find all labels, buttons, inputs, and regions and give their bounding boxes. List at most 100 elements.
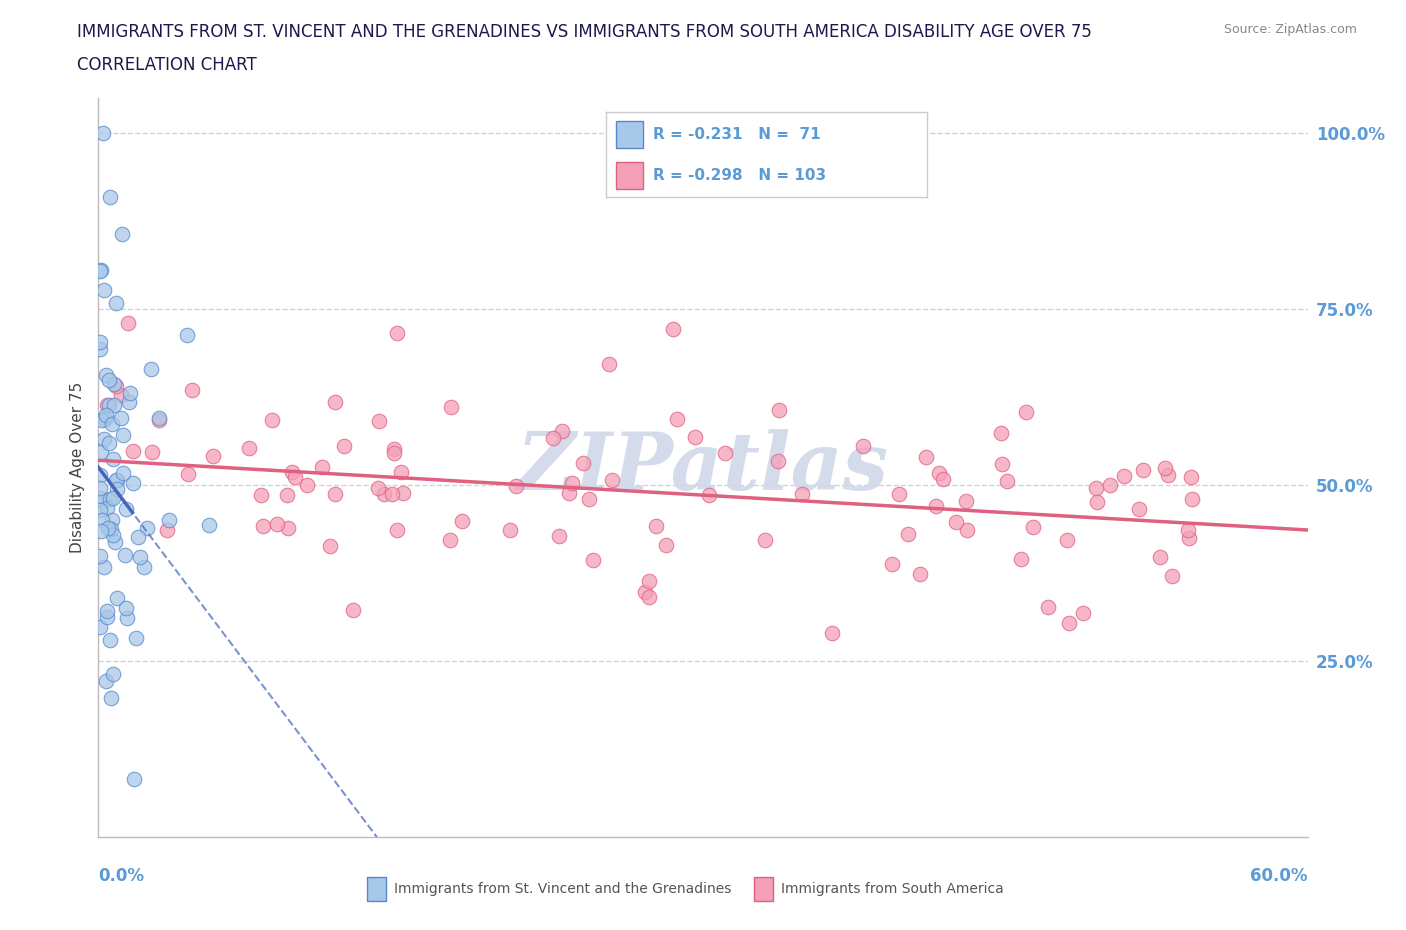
Point bbox=[96, 501, 118, 516]
Point bbox=[136, 521, 159, 536]
Point bbox=[1177, 523, 1199, 538]
Point bbox=[96, 604, 118, 618]
Point bbox=[561, 475, 583, 490]
Point bbox=[148, 413, 170, 428]
Point bbox=[117, 316, 139, 331]
Point bbox=[1015, 405, 1038, 419]
Point bbox=[125, 631, 148, 645]
Point bbox=[148, 410, 170, 425]
Point bbox=[548, 529, 571, 544]
Point bbox=[713, 445, 735, 460]
Point bbox=[852, 439, 875, 454]
Point bbox=[323, 394, 346, 409]
Text: 60.0%: 60.0% bbox=[1250, 867, 1308, 884]
Point bbox=[1084, 481, 1107, 496]
Point bbox=[101, 417, 124, 432]
Point bbox=[451, 513, 474, 528]
Point bbox=[176, 467, 198, 482]
Point bbox=[114, 548, 136, 563]
Point bbox=[1073, 605, 1095, 620]
Text: Immigrants from St. Vincent and the Grenadines: Immigrants from St. Vincent and the Gren… bbox=[394, 882, 731, 897]
Point bbox=[94, 412, 117, 427]
Point bbox=[1160, 568, 1182, 583]
Point bbox=[94, 408, 117, 423]
Point bbox=[381, 486, 404, 501]
Point bbox=[925, 498, 948, 513]
Point bbox=[389, 465, 412, 480]
Point bbox=[105, 482, 128, 497]
Text: Source: ZipAtlas.com: Source: ZipAtlas.com bbox=[1223, 23, 1357, 36]
Point bbox=[98, 398, 121, 413]
Point bbox=[1180, 470, 1202, 485]
Y-axis label: Disability Age Over 75: Disability Age Over 75 bbox=[69, 381, 84, 553]
Point bbox=[572, 456, 595, 471]
Bar bbox=[367, 877, 387, 901]
Point bbox=[439, 533, 461, 548]
Text: IMMIGRANTS FROM ST. VINCENT AND THE GRENADINES VS IMMIGRANTS FROM SOUTH AMERICA : IMMIGRANTS FROM ST. VINCENT AND THE GREN… bbox=[77, 23, 1092, 41]
Point bbox=[90, 524, 112, 538]
Point bbox=[104, 534, 127, 549]
Point bbox=[295, 478, 318, 493]
Point bbox=[98, 190, 121, 205]
Point bbox=[105, 472, 128, 487]
Point bbox=[897, 526, 920, 541]
Point bbox=[1157, 468, 1180, 483]
Point bbox=[332, 438, 354, 453]
Point bbox=[1010, 551, 1032, 566]
Point bbox=[550, 423, 572, 438]
Point bbox=[90, 262, 112, 277]
Point bbox=[90, 445, 112, 459]
Point bbox=[93, 432, 115, 446]
Text: Immigrants from South America: Immigrants from South America bbox=[780, 882, 1004, 897]
Point bbox=[101, 528, 124, 543]
Point bbox=[98, 436, 121, 451]
Point bbox=[89, 334, 111, 349]
Point bbox=[96, 367, 118, 382]
Point bbox=[768, 453, 790, 468]
Point bbox=[91, 126, 114, 140]
Point bbox=[932, 472, 955, 486]
Point bbox=[311, 459, 333, 474]
Point bbox=[382, 441, 405, 456]
Point bbox=[127, 530, 149, 545]
Point bbox=[1021, 520, 1043, 535]
Point bbox=[281, 464, 304, 479]
Point bbox=[104, 472, 127, 487]
Point bbox=[382, 445, 405, 460]
Point bbox=[93, 283, 115, 298]
Point bbox=[655, 538, 678, 552]
Point bbox=[96, 609, 118, 624]
Point bbox=[558, 485, 581, 500]
Point bbox=[754, 533, 776, 548]
Point bbox=[342, 603, 364, 618]
Point bbox=[115, 610, 138, 625]
Point bbox=[89, 341, 111, 356]
Point bbox=[103, 376, 125, 391]
Point bbox=[1128, 502, 1150, 517]
Point bbox=[105, 296, 128, 311]
Point bbox=[1056, 532, 1078, 547]
Point bbox=[914, 449, 936, 464]
Point bbox=[118, 395, 141, 410]
Point bbox=[101, 452, 124, 467]
Point bbox=[262, 412, 284, 427]
Point bbox=[141, 445, 163, 459]
Point bbox=[115, 601, 138, 616]
Point bbox=[440, 399, 463, 414]
Point bbox=[157, 512, 180, 527]
Point bbox=[1154, 460, 1177, 475]
Point bbox=[250, 487, 273, 502]
Point bbox=[141, 362, 163, 377]
Point bbox=[155, 523, 177, 538]
Point bbox=[122, 444, 145, 458]
Point bbox=[91, 494, 114, 509]
Point bbox=[97, 373, 120, 388]
Point bbox=[112, 465, 135, 480]
Point bbox=[955, 493, 977, 508]
Point bbox=[180, 382, 202, 397]
Point bbox=[582, 552, 605, 567]
Point bbox=[96, 397, 118, 412]
Point bbox=[373, 486, 395, 501]
Point bbox=[319, 538, 342, 553]
Point bbox=[101, 491, 124, 506]
